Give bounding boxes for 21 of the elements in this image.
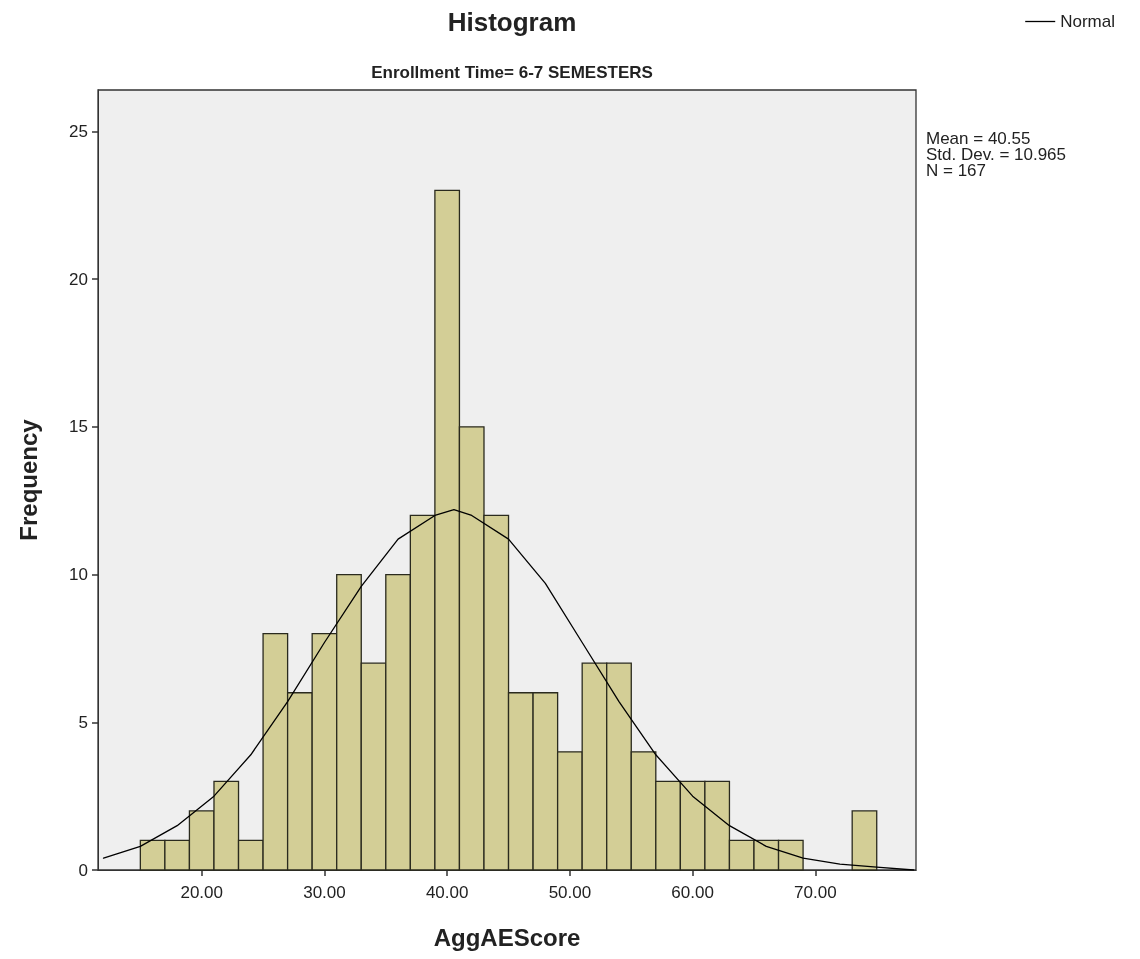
y-tick-label: 10 [69,565,88,585]
x-tick-label: 30.00 [303,883,346,902]
y-tick-label: 15 [69,417,88,437]
y-axis-title: Frequency [14,418,42,541]
y-tick-label: 25 [69,121,88,141]
x-tick-label: 20.00 [180,883,223,902]
text: Mean = 40.55 [926,129,1031,148]
y-tick-label: 20 [69,269,88,289]
x-tick-label: 70.00 [794,883,837,902]
x-tick-label: 50.00 [548,883,592,902]
chart-title: Histogram [447,7,577,37]
y-tick-label: 5 [78,712,88,732]
text: N = 167 [926,161,987,180]
x-tick-label: 40.00 [425,883,469,902]
x-axis-title: AggAEScore [433,923,581,951]
text: Std. Dev. = 10.965 [926,145,1067,164]
legend-label: Normal [1060,12,1116,31]
y-tick-label: 0 [78,860,88,880]
chart-subtitle: Enrollment Time= 6-7 SEMESTERS [371,63,653,82]
x-tick-label: 60.00 [671,883,714,902]
line-series [102,508,915,871]
